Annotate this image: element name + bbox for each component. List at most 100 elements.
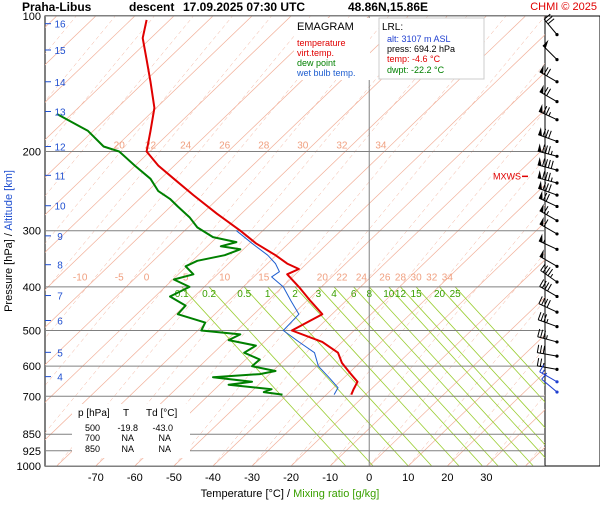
observation-time: 17.09.2025 07:30 UTC bbox=[183, 0, 305, 14]
isotherm-line bbox=[45, 16, 370, 328]
adiabat-line bbox=[45, 16, 350, 386]
wind-barb-base bbox=[555, 33, 559, 37]
lrl-temperature: temp: -4.6 °C bbox=[387, 54, 441, 64]
copyright-text: CHMI © 2025 bbox=[530, 1, 597, 13]
isotherm-label: 32 bbox=[426, 273, 438, 284]
wind-barb bbox=[537, 170, 559, 185]
mixing-ratio-label: 10 bbox=[383, 289, 395, 300]
isotherm-label: 28 bbox=[395, 273, 407, 284]
altitude-tick-label: 12 bbox=[54, 143, 66, 154]
altitude-tick-label: 16 bbox=[54, 20, 66, 31]
y-axis-pressure-label: Pressure [hPa] bbox=[3, 239, 15, 312]
isotherm-line bbox=[56, 16, 526, 466]
mixing-ratio-line bbox=[400, 286, 545, 446]
wind-barb-pennant bbox=[538, 180, 542, 190]
altitude-tick-label: 10 bbox=[54, 202, 66, 213]
wind-barb bbox=[539, 203, 559, 223]
wind-barb-half-feather bbox=[550, 273, 554, 278]
adiabat-line bbox=[173, 16, 545, 466]
wind-barb-pennant bbox=[537, 157, 542, 166]
mixing-ratio-label: 1 bbox=[265, 289, 271, 300]
wind-barb bbox=[536, 344, 559, 358]
wind-barb bbox=[538, 180, 559, 197]
adiabat-line bbox=[45, 16, 233, 244]
table-header-dewpoint: Td [°C] bbox=[146, 408, 177, 419]
legend-temperature: temperature bbox=[297, 38, 346, 48]
wind-barb-feather bbox=[542, 144, 546, 153]
wind-barb-shaft bbox=[543, 18, 558, 35]
wind-barb-feather bbox=[550, 160, 554, 169]
wind-barb-feather bbox=[542, 171, 546, 180]
altitude-tick-label: 13 bbox=[54, 107, 66, 118]
wind-barb-base bbox=[555, 390, 559, 394]
wind-barb-feather bbox=[543, 13, 551, 20]
temperature-tick-label: 0 bbox=[366, 472, 372, 484]
wind-barb bbox=[539, 364, 559, 384]
adiabat-line bbox=[56, 16, 429, 466]
wind-barb-half-feather bbox=[545, 335, 548, 340]
altitude-tick-label: 5 bbox=[57, 348, 63, 359]
y-axis-altitude-label: Altitude [km] bbox=[3, 170, 15, 231]
wind-barb-half-feather bbox=[550, 150, 553, 155]
wind-barb-feather bbox=[546, 299, 551, 308]
wind-barb-feather bbox=[547, 18, 555, 25]
mixing-ratio-line bbox=[353, 286, 518, 466]
wind-barb-feather bbox=[547, 146, 551, 155]
temperature-tick-label: -10 bbox=[322, 472, 338, 484]
wind-barb-feather bbox=[542, 192, 548, 201]
table-row-temperature: NA bbox=[121, 444, 134, 454]
table-row-temperature: NA bbox=[121, 433, 134, 443]
isotherm-label: 20 bbox=[114, 140, 126, 151]
wind-barb bbox=[539, 249, 559, 268]
wind-barb-feather bbox=[546, 88, 552, 96]
mixing-ratio-label: 3 bbox=[316, 289, 322, 300]
wind-barb bbox=[537, 328, 559, 344]
wind-barb-base bbox=[555, 380, 559, 384]
wind-barb-base bbox=[555, 154, 559, 158]
wind-barb-pennant bbox=[539, 249, 544, 259]
legend: EMAGRAM temperature virt.temp. dew point… bbox=[294, 18, 370, 80]
mixing-ratio-line bbox=[368, 286, 534, 466]
wind-barb-feather bbox=[548, 184, 552, 193]
wind-barb-feather bbox=[547, 283, 552, 292]
wind-barb-base bbox=[555, 58, 559, 62]
mixing-ratio-line bbox=[294, 286, 460, 466]
altitude-tick-label: 11 bbox=[55, 171, 66, 182]
pressure-tick-label: 500 bbox=[23, 326, 41, 338]
wind-barb-base bbox=[555, 310, 559, 314]
isotherm-label: 30 bbox=[297, 140, 309, 151]
isotherm-label: -10 bbox=[73, 273, 88, 284]
mixing-ratio-label: 6 bbox=[351, 289, 357, 300]
mixing-ratio-line bbox=[454, 286, 545, 386]
isotherm-label: 24 bbox=[356, 273, 368, 284]
wind-barb-shaft bbox=[542, 45, 558, 60]
profile-series bbox=[56, 19, 359, 396]
table-header-temperature: T bbox=[123, 408, 129, 419]
x-axis-title: Temperature [°C] / Mixing ratio [g/kg] bbox=[201, 488, 380, 500]
wind-barb-feather bbox=[547, 268, 553, 276]
table-row-temperature: -19.8 bbox=[117, 423, 138, 433]
wind-barb-shaft bbox=[537, 336, 558, 343]
table-row-dewpoint: NA bbox=[158, 433, 171, 443]
altitude-tick-labels: 4 5 6 7 8 9 10 11 12 13 14 15 16 bbox=[45, 20, 66, 384]
legend-virtual-temperature: virt.temp. bbox=[297, 48, 334, 58]
isotherm-label: 20 bbox=[317, 273, 329, 284]
mixing-ratio-line bbox=[267, 286, 433, 466]
mixing-ratio-label: 8 bbox=[366, 289, 372, 300]
lrl-pressure: press: 694.2 hPa bbox=[387, 44, 455, 54]
wind-barb-base bbox=[555, 219, 559, 223]
isotherm-line bbox=[45, 16, 136, 103]
level-table: p [hPa] T Td [°C] 500 -19.8 -43.0 700 NA… bbox=[72, 404, 190, 458]
adiabat-line bbox=[45, 16, 389, 434]
adiabat-line bbox=[134, 16, 507, 466]
adiabat-line bbox=[45, 16, 194, 197]
wind-barb-feather bbox=[543, 86, 549, 95]
altitude-tick-label: 4 bbox=[57, 373, 63, 384]
station-coords: 48.86N,15.86E bbox=[348, 0, 428, 14]
wind-barb-pennant bbox=[542, 39, 549, 49]
wind-barb-pennant bbox=[539, 64, 544, 74]
isotherm-label: 34 bbox=[442, 273, 454, 284]
mixing-ratio-label: 2 bbox=[292, 289, 298, 300]
wind-barb bbox=[537, 312, 559, 329]
isotherm-label: 10 bbox=[219, 273, 231, 284]
